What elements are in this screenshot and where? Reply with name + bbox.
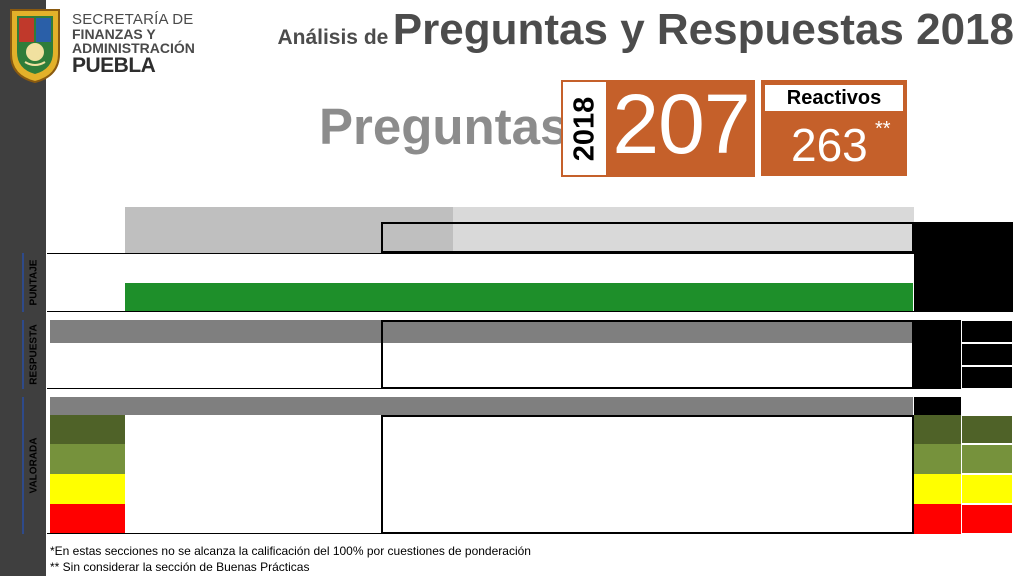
respuesta-cell	[254, 320, 319, 343]
respuesta-percent	[961, 343, 1013, 366]
org-line-2: FINANZAS Y	[72, 26, 156, 42]
page-title-prefix: Análisis de	[277, 26, 389, 49]
valorada-cell	[787, 397, 851, 415]
respuesta-cell	[851, 320, 913, 343]
year-label: 2018	[561, 80, 608, 177]
valorada-percent	[961, 444, 1013, 474]
total-header-label	[914, 222, 1013, 253]
respuesta-cell	[515, 320, 587, 343]
puntaje-cell	[719, 283, 787, 312]
organization-name: SECRETARÍA DE FINANZAS Y ADMINISTRACIÓN …	[72, 11, 195, 77]
respuesta-frame-outer	[47, 320, 914, 389]
side-label-respuesta: RESPUESTA	[22, 320, 44, 389]
pbr-sed-frame	[381, 222, 914, 253]
valorada-row-label	[50, 444, 125, 474]
footnote-2: ** Sin considerar la sección de Buenas P…	[50, 560, 310, 574]
puntaje-cell	[254, 283, 319, 312]
side-label-text: RESPUESTA	[28, 324, 40, 385]
puntaje-cell	[381, 283, 453, 312]
valorada-row-label	[50, 415, 125, 444]
seccion-header-band	[125, 207, 453, 253]
valorada-total	[914, 444, 961, 474]
valorada-total	[914, 397, 961, 415]
respuesta-cell	[381, 320, 453, 343]
valorada-total	[914, 474, 961, 504]
puntaje-total	[914, 253, 1013, 283]
valorada-cell	[453, 397, 515, 415]
respuesta-cell	[719, 320, 787, 343]
puntaje-cell	[587, 283, 651, 312]
respuesta-percent	[961, 366, 1013, 389]
respuesta-percent	[961, 320, 1013, 343]
page-title-main: Preguntas y Respuestas 2018	[392, 5, 1014, 54]
org-line-4: PUEBLA	[72, 54, 156, 77]
puntaje-cell	[651, 283, 719, 312]
respuesta-cell	[787, 320, 851, 343]
puntaje-cell	[515, 283, 587, 312]
valorada-cell	[254, 397, 319, 415]
puntaje-total	[914, 283, 1013, 312]
valorada-cell	[319, 397, 381, 415]
footnote-1: *En estas secciones no se alcanza la cal…	[50, 544, 531, 558]
valorada-percent	[961, 474, 1013, 504]
puntaje-cell	[125, 283, 193, 312]
respuesta-row-label	[50, 320, 125, 343]
valorada-percent	[961, 504, 1013, 534]
seccion-label	[125, 208, 453, 222]
puntaje-cell	[453, 283, 515, 312]
valorada-percent	[961, 415, 1013, 444]
total-header-band	[914, 222, 1013, 253]
puebla-seal-logo	[10, 9, 60, 84]
valorada-cell	[651, 397, 719, 415]
preguntas-heading: Preguntas	[319, 98, 569, 155]
respuesta-cell	[587, 320, 651, 343]
column-header	[193, 222, 254, 253]
puntaje-cell	[851, 283, 913, 312]
preguntas-count: 207	[612, 77, 750, 171]
valorada-cell	[851, 397, 913, 415]
valorada-cell	[719, 397, 787, 415]
puntaje-frame	[47, 253, 914, 312]
valorada-cell	[125, 397, 193, 415]
year-text: 2018	[568, 96, 600, 161]
respuesta-cell	[651, 320, 719, 343]
respuesta-total	[914, 343, 961, 366]
reactivos-box: Reactivos 263 **	[761, 80, 907, 176]
org-line-1: SECRETARÍA DE	[72, 11, 194, 28]
valorada-row-label	[50, 397, 125, 415]
valorada-row-label	[50, 474, 125, 504]
categoria-label	[453, 208, 914, 222]
valorada-cell	[193, 397, 254, 415]
valorada-total	[914, 504, 961, 534]
respuesta-cell	[453, 320, 515, 343]
puntaje-cell	[319, 283, 381, 312]
org-line-3: ADMINISTRACIÓN	[72, 40, 195, 56]
respuesta-total	[914, 366, 961, 389]
valorada-cell	[515, 397, 587, 415]
preguntas-count-box: 2018 207	[561, 77, 755, 177]
page-title: Análisis de Preguntas y Respuestas 2018	[277, 5, 1014, 55]
side-label-text: PUNTAJE	[28, 259, 40, 306]
valorada-row-label	[50, 504, 125, 534]
column-header	[254, 222, 319, 253]
respuesta-cell	[193, 320, 254, 343]
respuesta-cell	[125, 320, 193, 343]
respuesta-cell	[319, 320, 381, 343]
valorada-cell	[381, 397, 453, 415]
valorada-cell	[587, 397, 651, 415]
valorada-frame-outer	[47, 397, 914, 534]
reactivos-count: 263	[791, 119, 868, 171]
column-header	[319, 222, 381, 253]
side-label-text: VALORADA	[28, 437, 40, 494]
puntaje-cell	[787, 283, 851, 312]
reactivos-mark: **	[875, 118, 891, 140]
side-label-puntaje: PUNTAJE	[22, 253, 44, 312]
valorada-total	[914, 415, 961, 444]
reactivos-label: Reactivos	[765, 85, 903, 111]
respuesta-total	[914, 320, 961, 343]
categoria-header-band	[453, 207, 914, 253]
side-label-valorada: VALORADA	[22, 397, 44, 534]
puntaje-cell	[193, 283, 254, 312]
column-header	[125, 222, 193, 253]
